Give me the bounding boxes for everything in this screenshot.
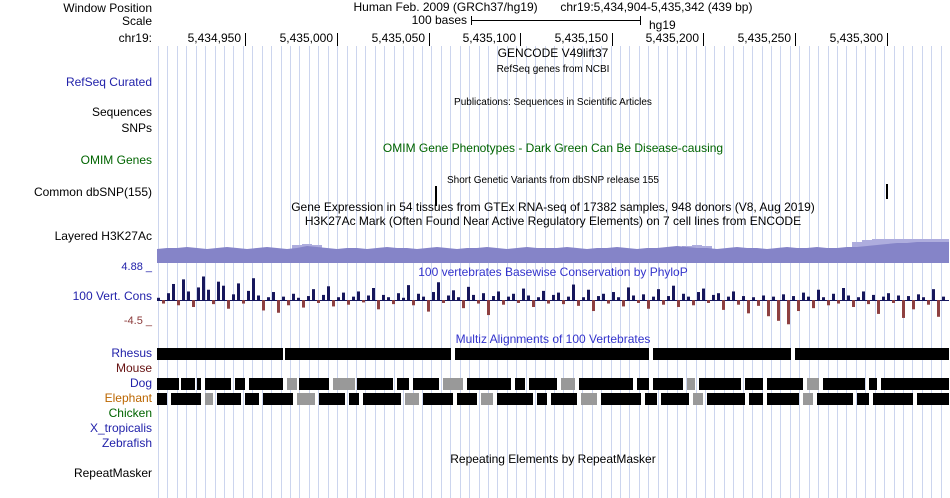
track-label-chr19[interactable]: chr19: [118, 31, 152, 45]
track-label-layered-h3k27ac[interactable]: Layered H3K27Ac [54, 229, 152, 243]
track-label-zebrafish[interactable]: Zebrafish [101, 436, 152, 450]
track-title-repeatmasker[interactable]: Repeating Elements by RepeatMasker [450, 452, 656, 466]
ruler-tick [520, 33, 521, 46]
track-label-snps[interactable]: SNPs [121, 121, 152, 135]
track-label-scale[interactable]: Scale [121, 14, 152, 28]
dbsnp-variant-tick-1[interactable] [435, 186, 437, 206]
ruler-label-5-435-000: 5,435,000 [279, 31, 333, 45]
track-title-h3k27ac[interactable]: H3K27Ac Mark (Often Found Near Active Re… [304, 214, 802, 228]
track-title-gencode[interactable]: GENCODE V49lift37 [497, 46, 609, 60]
track-label-x-tropicalis[interactable]: X_tropicalis [89, 421, 152, 435]
scale-bar-left-tick [471, 16, 472, 25]
track-label-repeatmasker[interactable]: RepeatMasker [73, 466, 152, 480]
ruler-tick [429, 33, 430, 46]
multiz-row-rhesus[interactable] [157, 348, 949, 360]
scale-bar-line [471, 20, 641, 21]
ruler-label-5-435-250: 5,435,250 [737, 31, 791, 45]
ruler-label-5-434-950: 5,434,950 [187, 31, 241, 45]
track-title-phylop[interactable]: 100 vertebrates Basewise Conservation by… [418, 265, 688, 279]
ruler-tick [887, 33, 888, 46]
track-title-gtex[interactable]: Gene Expression in 54 tissues from GTEx … [291, 200, 815, 214]
track-label-4-5[interactable]: -4.5 _ [123, 315, 152, 327]
phylop-track[interactable] [157, 272, 949, 326]
scale-value: 100 bases [411, 13, 467, 27]
track-title-omim[interactable]: OMIM Gene Phenotypes - Dark Green Can Be… [382, 141, 724, 155]
track-label-chicken[interactable]: Chicken [108, 406, 152, 420]
track-subtitle-refseq[interactable]: RefSeq genes from NCBI [496, 64, 610, 75]
ruler-label-5-435-200: 5,435,200 [645, 31, 699, 45]
track-title-multiz[interactable]: Multiz Alignments of 100 Vertebrates [455, 332, 651, 346]
ruler-tick [337, 33, 338, 46]
header-row: Human Feb. 2009 (GRCh37/hg19) chr19:5,43… [157, 1, 949, 14]
track-label-dog[interactable]: Dog [129, 376, 152, 390]
track-label-refseq-curated[interactable]: RefSeq Curated [65, 75, 152, 89]
track-title-publications[interactable]: Publications: Sequences in Scientific Ar… [454, 97, 652, 108]
multiz-row-elephant[interactable] [157, 393, 949, 405]
ruler-tick [612, 33, 613, 46]
track-label-window-position[interactable]: Window Position [63, 1, 152, 15]
track-label-sequences[interactable]: Sequences [91, 105, 152, 119]
scale-bar-right-tick [640, 16, 641, 25]
track-label-mouse[interactable]: Mouse [115, 361, 152, 375]
ruler-label-5-435-050: 5,435,050 [371, 31, 425, 45]
assembly-title: Human Feb. 2009 (GRCh37/hg19) [353, 0, 538, 14]
ruler-label-5-435-300: 5,435,300 [829, 31, 883, 45]
window-position-value: chr19:5,434,904-5,435,342 (439 bp) [560, 0, 753, 14]
ruler-label-5-435-100: 5,435,100 [462, 31, 516, 45]
ruler-tick [703, 33, 704, 46]
ruler-label-5-435-150: 5,435,150 [554, 31, 608, 45]
track-title-dbsnp[interactable]: Short Genetic Variants from dbSNP releas… [447, 175, 659, 186]
h3k27ac-track[interactable] [157, 239, 949, 263]
dbsnp-variant-tick-2[interactable] [886, 184, 888, 199]
ruler-tick [795, 33, 796, 46]
ruler-tick [245, 33, 246, 46]
track-label-100-vert-cons[interactable]: 100 Vert. Cons [72, 289, 152, 303]
track-label-elephant[interactable]: Elephant [104, 391, 152, 405]
track-label-common-dbsnp-155[interactable]: Common dbSNP(155) [33, 185, 152, 199]
multiz-row-dog[interactable] [157, 378, 949, 390]
track-label-rhesus[interactable]: Rhesus [111, 346, 152, 360]
assembly-label: hg19 [649, 18, 676, 32]
track-label-4-88[interactable]: 4.88 _ [121, 261, 152, 273]
track-label-omim-genes[interactable]: OMIM Genes [80, 153, 152, 167]
